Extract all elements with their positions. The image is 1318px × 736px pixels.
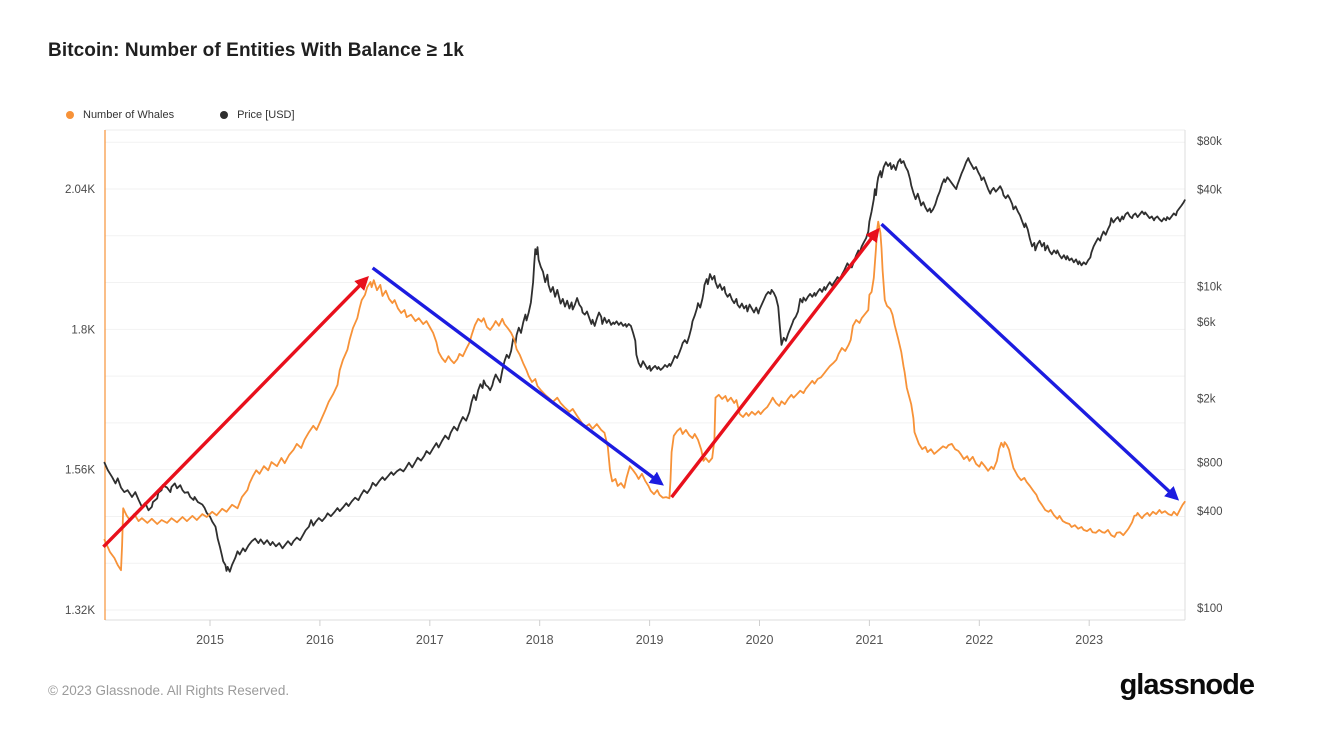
right-axis-label-$6k: $6k xyxy=(1197,317,1216,329)
x-tick-label-2018: 2018 xyxy=(526,633,554,647)
right-axis-label-$400: $400 xyxy=(1197,506,1223,518)
whales-color-dot-icon xyxy=(66,111,74,119)
trend-arrow-blue-downtrend-2021-2023 xyxy=(880,222,1180,501)
right-axis-label-$2k: $2k xyxy=(1197,394,1216,406)
price-series-line[interactable] xyxy=(103,157,1186,573)
legend-item-whales[interactable]: Number of Whales xyxy=(66,109,174,121)
left-axis-label-2.04K: 2.04K xyxy=(65,184,95,196)
right-axis-label-$80k: $80k xyxy=(1197,136,1222,148)
legend-whales-label: Number of Whales xyxy=(83,109,175,121)
whales-series-line[interactable] xyxy=(103,220,1186,572)
copyright-text: © 2023 Glassnode. All Rights Reserved. xyxy=(48,683,290,698)
x-tick-label-2015: 2015 xyxy=(196,633,224,647)
trend-arrow-red-uptrend-2014-2016 xyxy=(102,276,369,549)
right-axis-label-$40k: $40k xyxy=(1197,184,1222,196)
price-color-dot-icon xyxy=(220,111,229,119)
right-axis-label-$10k: $10k xyxy=(1197,281,1222,293)
legend-price-label: Price [USD] xyxy=(237,109,295,121)
right-axis-label-$800: $800 xyxy=(1197,458,1223,470)
legend: Number of Whales Price [USD] xyxy=(66,109,295,121)
glassnode-logo: glassnode xyxy=(1119,669,1255,701)
x-tick-label-2020: 2020 xyxy=(746,633,774,647)
x-tick-label-2022: 2022 xyxy=(965,633,993,647)
x-tick-label-2016: 2016 xyxy=(306,633,334,647)
left-axis-label-1.56K: 1.56K xyxy=(65,465,95,477)
x-tick-label-2023: 2023 xyxy=(1075,633,1103,647)
x-tick-label-2021: 2021 xyxy=(855,633,883,647)
chart-title: Bitcoin: Number of Entities With Balance… xyxy=(48,40,464,61)
x-tick-label-2019: 2019 xyxy=(636,633,664,647)
trend-arrow-red-uptrend-2019-2021 xyxy=(670,227,880,499)
x-tick-label-2017: 2017 xyxy=(416,633,444,647)
right-axis-label-$100: $100 xyxy=(1197,603,1223,615)
left-axis-label-1.32K: 1.32K xyxy=(65,605,95,617)
left-axis-label-1.8K: 1.8K xyxy=(71,324,95,336)
trend-arrow-blue-downtrend-2016-2019 xyxy=(371,266,664,486)
legend-item-price[interactable]: Price [USD] xyxy=(220,109,295,121)
